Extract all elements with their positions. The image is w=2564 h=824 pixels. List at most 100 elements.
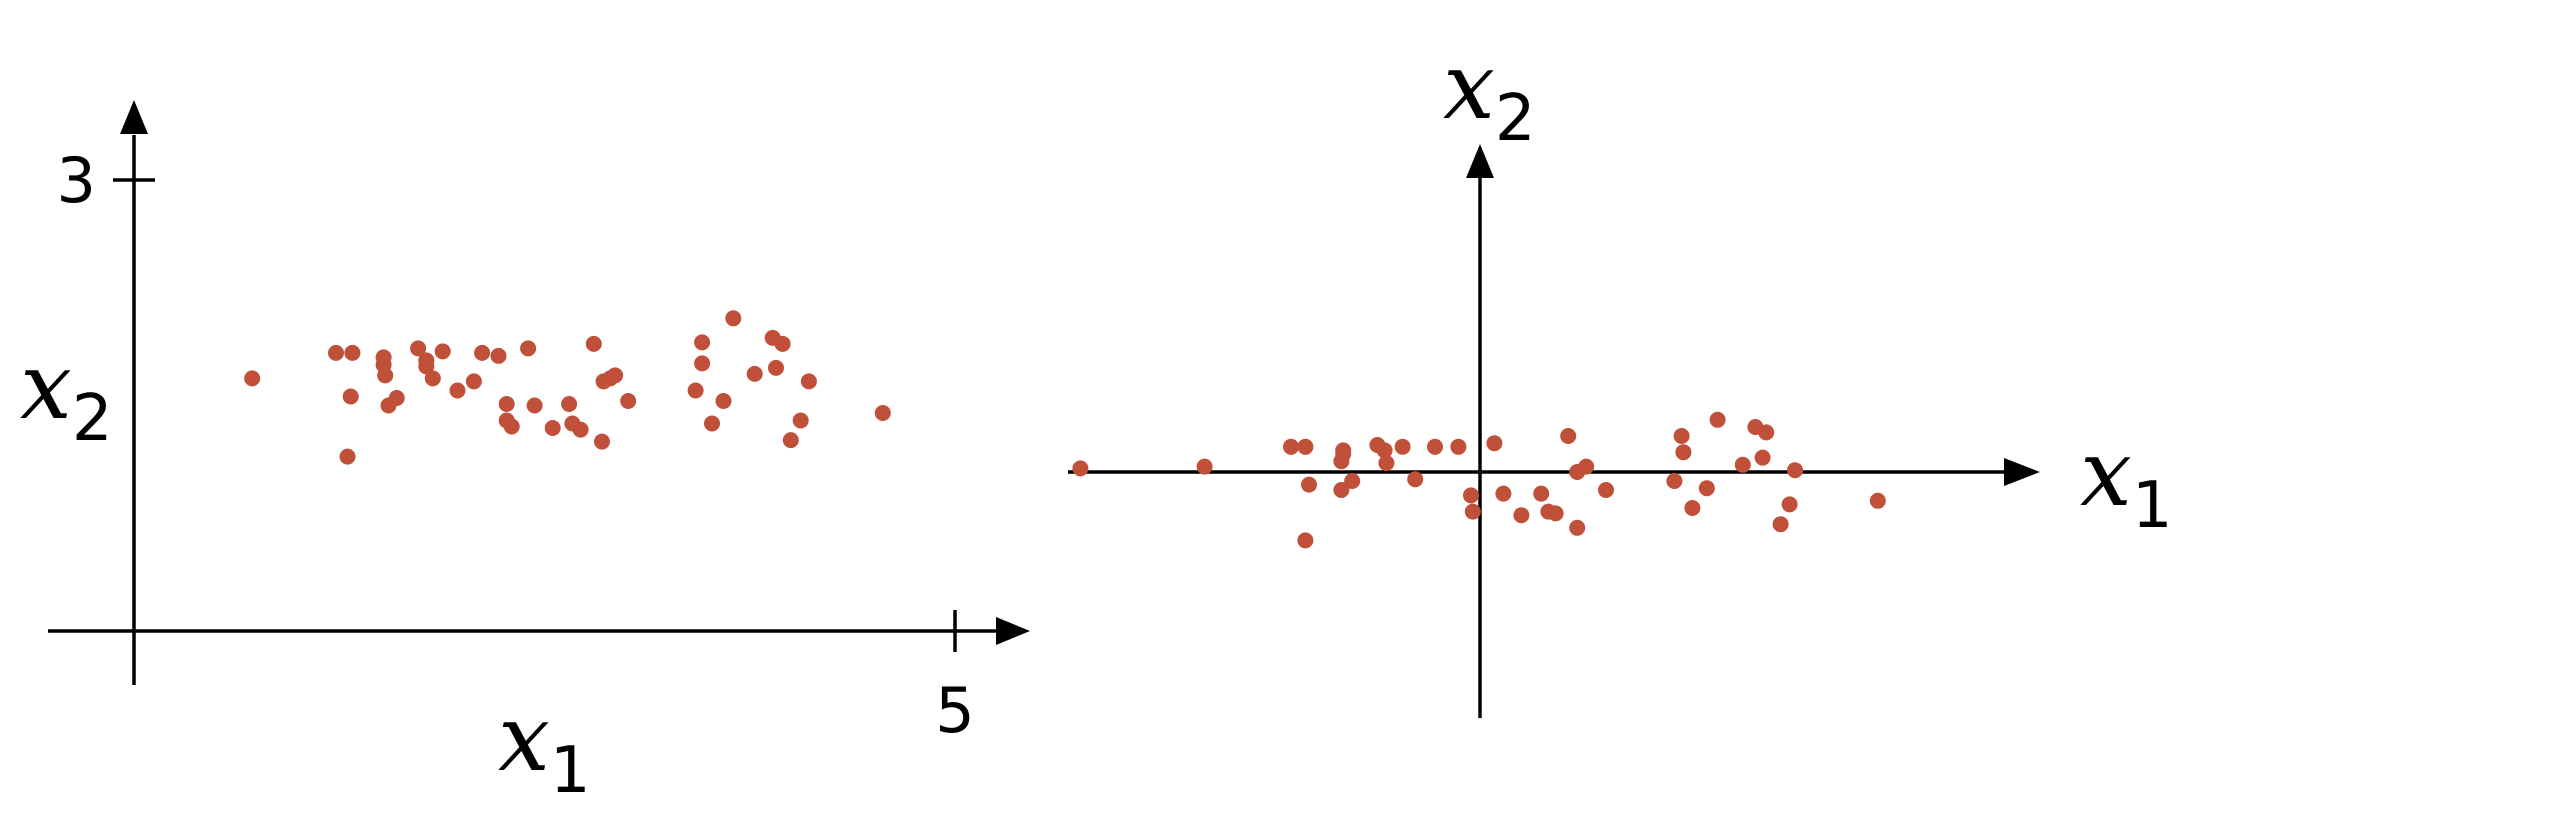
right-point-10 bbox=[1333, 482, 1350, 498]
left-point-3 bbox=[344, 344, 361, 361]
left-point-25 bbox=[544, 420, 561, 436]
right-point-18 bbox=[1450, 438, 1467, 455]
left-point-5 bbox=[339, 448, 356, 465]
left-point-48 bbox=[874, 405, 891, 421]
left-point-39 bbox=[715, 393, 732, 409]
left-point-45 bbox=[782, 432, 799, 449]
chart-centered-features: x1 x2 bbox=[1068, 33, 2173, 718]
left-point-23 bbox=[520, 340, 537, 357]
left-point-30 bbox=[594, 433, 610, 450]
right-point-32 bbox=[1666, 473, 1683, 489]
right-scatter-points bbox=[1072, 411, 1886, 549]
left-point-35 bbox=[687, 382, 704, 399]
right-point-44 bbox=[1787, 462, 1803, 479]
left-scatter-points bbox=[244, 310, 891, 465]
left-y-axis-arrow bbox=[120, 100, 148, 134]
left-point-46 bbox=[792, 412, 809, 429]
right-point-37 bbox=[1709, 411, 1726, 428]
right-point-41 bbox=[1758, 424, 1775, 441]
right-point-21 bbox=[1486, 435, 1503, 452]
right-point-30 bbox=[1578, 458, 1595, 475]
left-point-19 bbox=[490, 347, 507, 364]
right-point-35 bbox=[1684, 500, 1701, 516]
right-point-38 bbox=[1734, 456, 1751, 473]
left-point-37 bbox=[694, 355, 711, 372]
left-point-29 bbox=[585, 335, 602, 352]
right-point-22 bbox=[1495, 485, 1512, 502]
left-point-34 bbox=[620, 393, 637, 409]
right-point-45 bbox=[1869, 492, 1886, 509]
right-point-28 bbox=[1569, 519, 1586, 536]
right-y-axis-label-main: x bbox=[1443, 33, 1495, 140]
right-point-17 bbox=[1427, 438, 1443, 455]
right-point-31 bbox=[1598, 482, 1614, 498]
right-x-axis-label: x1 bbox=[2080, 420, 2173, 543]
right-point-24 bbox=[1533, 485, 1550, 502]
right-x-axis-arrow bbox=[2004, 458, 2040, 486]
left-point-43 bbox=[768, 359, 784, 376]
right-point-6 bbox=[1297, 532, 1314, 549]
right-point-42 bbox=[1772, 516, 1789, 533]
right-point-3 bbox=[1283, 438, 1299, 455]
left-point-22 bbox=[503, 418, 520, 435]
left-point-1 bbox=[244, 370, 261, 387]
right-point-40 bbox=[1754, 449, 1771, 466]
right-x-axis-label-sub: 1 bbox=[2132, 469, 2173, 543]
left-x-tick-label: 5 bbox=[935, 674, 974, 747]
right-point-26 bbox=[1547, 505, 1564, 522]
left-point-13 bbox=[418, 358, 435, 375]
left-point-18 bbox=[474, 344, 491, 361]
left-point-24 bbox=[526, 397, 543, 414]
left-y-axis-label-main: x bbox=[20, 333, 72, 440]
right-y-axis-arrow bbox=[1466, 144, 1494, 178]
left-point-40 bbox=[725, 310, 742, 327]
right-point-27 bbox=[1560, 428, 1577, 444]
right-point-4 bbox=[1297, 438, 1314, 455]
left-point-14 bbox=[424, 370, 441, 387]
left-point-20 bbox=[498, 396, 515, 412]
right-point-11 bbox=[1344, 473, 1361, 489]
right-point-14 bbox=[1378, 455, 1395, 471]
right-point-36 bbox=[1698, 480, 1715, 497]
left-y-tick-label: 3 bbox=[57, 144, 96, 217]
left-point-16 bbox=[449, 382, 466, 399]
right-point-23 bbox=[1513, 507, 1530, 524]
right-point-1 bbox=[1072, 460, 1089, 477]
left-point-11 bbox=[410, 340, 427, 357]
right-point-43 bbox=[1781, 496, 1798, 513]
right-y-axis-label-sub: 2 bbox=[1495, 82, 1536, 156]
left-point-8 bbox=[375, 349, 392, 366]
left-point-10 bbox=[388, 390, 405, 406]
left-point-2 bbox=[328, 344, 344, 361]
right-x-axis-label-main: x bbox=[2080, 420, 2132, 527]
right-point-34 bbox=[1675, 444, 1692, 461]
left-point-28 bbox=[572, 421, 589, 438]
left-point-26 bbox=[561, 396, 578, 412]
right-point-13 bbox=[1376, 442, 1393, 459]
chart-raw-features: 5 3 x1 x2 bbox=[20, 100, 1030, 808]
right-point-19 bbox=[1463, 487, 1479, 504]
left-point-15 bbox=[434, 343, 451, 360]
right-point-2 bbox=[1196, 458, 1213, 475]
left-point-7 bbox=[377, 367, 394, 384]
right-y-axis-label: x2 bbox=[1443, 33, 1536, 156]
right-point-5 bbox=[1301, 476, 1317, 493]
right-point-20 bbox=[1464, 503, 1481, 520]
left-point-4 bbox=[342, 388, 359, 405]
left-x-axis-label-sub: 1 bbox=[550, 734, 591, 808]
left-x-axis-label-main: x bbox=[498, 685, 550, 792]
left-point-47 bbox=[800, 373, 817, 390]
left-point-33 bbox=[607, 367, 624, 384]
right-point-9 bbox=[1335, 442, 1352, 459]
left-point-44 bbox=[774, 335, 791, 352]
left-y-axis-label: x2 bbox=[20, 333, 113, 456]
left-point-38 bbox=[704, 415, 720, 432]
left-y-axis-label-sub: 2 bbox=[72, 382, 113, 456]
right-point-16 bbox=[1407, 471, 1424, 488]
left-x-axis-arrow bbox=[996, 617, 1030, 645]
right-point-15 bbox=[1394, 438, 1411, 455]
left-x-axis-label: x1 bbox=[498, 685, 591, 808]
left-point-36 bbox=[694, 334, 711, 351]
right-point-33 bbox=[1673, 428, 1690, 444]
